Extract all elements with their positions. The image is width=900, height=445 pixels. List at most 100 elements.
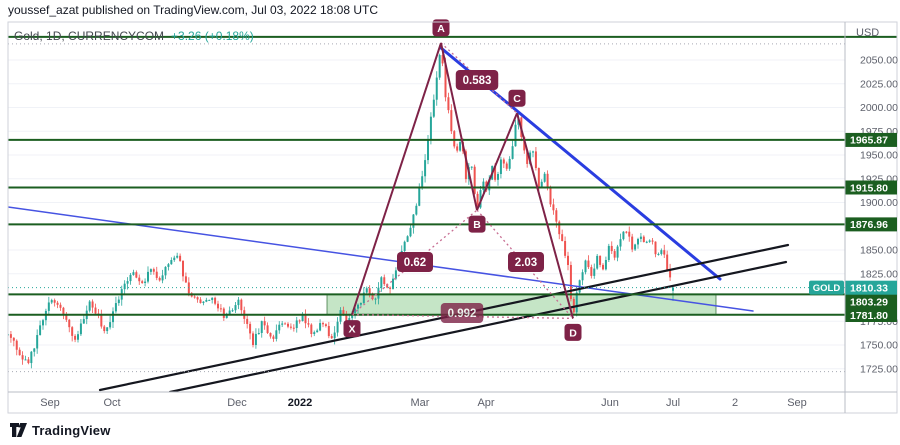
candle-body [642, 236, 645, 242]
candle-body [511, 146, 514, 159]
candle-body [53, 300, 56, 303]
candle-body [287, 323, 289, 327]
candle-body [240, 299, 243, 311]
candle-body [540, 181, 543, 188]
price-tick-label: 1825.00 [860, 268, 898, 280]
candle-body [50, 300, 53, 303]
xabcd-pattern[interactable]: 0.583 0.62 2.03 0.992 X A B C D [343, 19, 582, 341]
candle-body [100, 315, 103, 327]
candle-body [103, 326, 106, 332]
candle-body [622, 231, 625, 240]
pattern-ratio-label[interactable]: 0.583 [455, 70, 499, 90]
pattern-ratio-label[interactable]: 2.03 [508, 252, 544, 272]
candle-body [310, 324, 313, 335]
candle-body [322, 323, 324, 325]
time-tick-label: Mar [411, 397, 430, 409]
candle-body [56, 302, 59, 305]
candle-body [561, 234, 564, 241]
price-tick-label: 1900.00 [860, 197, 898, 209]
price-change: +3.26 (+0.18%) [171, 29, 254, 43]
candle-body [112, 311, 114, 323]
candle-body [333, 332, 336, 339]
candle-body [514, 124, 517, 147]
candle-body [295, 320, 298, 329]
candle-body [114, 303, 117, 312]
badge-text: 1781.80 [850, 310, 888, 322]
candle-body [176, 255, 179, 258]
candle-body [147, 271, 149, 282]
candle-body [237, 299, 240, 306]
symbol-legend[interactable]: Gold, 1D, CURRENCYCOM +3.26 (+0.18%) [14, 29, 254, 43]
badge-bg [845, 217, 897, 232]
candle-body [444, 63, 447, 98]
candle-body [71, 327, 74, 336]
point-badge [343, 320, 361, 338]
candle-body [637, 238, 639, 245]
ascending-support-lower[interactable] [168, 260, 788, 392]
candle-body [421, 176, 424, 189]
candle-body [123, 283, 126, 290]
symbol-tag-bg [809, 280, 844, 295]
time-tick-label: 2022 [288, 397, 312, 409]
price-level-badge: 1781.80 [845, 308, 897, 322]
candle-body [406, 236, 409, 242]
pattern-dashed-line[interactable] [476, 209, 574, 319]
candle-body [33, 348, 36, 352]
pattern-point-label[interactable]: D [564, 323, 582, 341]
pattern-ratio-label[interactable]: 0.992 [440, 303, 484, 323]
candle-body [36, 335, 39, 349]
tradingview-footer[interactable]: TradingView [10, 423, 111, 438]
candle-body [456, 146, 459, 151]
candle-body [193, 296, 196, 298]
candle-body [257, 332, 260, 334]
candle-body [319, 323, 322, 331]
candle-body [441, 55, 444, 64]
price-axis[interactable]: USD2050.002025.002000.001975.001950.0019… [809, 27, 898, 375]
tradingview-logo-icon[interactable] [10, 423, 27, 438]
candle-body [357, 304, 359, 309]
time-axis[interactable]: Sep Oct Dec 2022 Mar Apr Jun Jul 2 Sep [40, 397, 807, 409]
candle-body [289, 326, 292, 328]
candle-body [182, 260, 184, 277]
candle-body [409, 227, 412, 237]
pattern-ratio-label[interactable]: 0.62 [397, 252, 433, 272]
candle-body [324, 324, 327, 327]
pattern-point-label[interactable]: B [468, 215, 486, 233]
pattern-line[interactable] [476, 112, 518, 211]
candle-body [415, 205, 418, 215]
chart-pane[interactable] [7, 46, 845, 392]
candle-body [581, 272, 584, 281]
time-tick-label: Sep [787, 397, 807, 409]
candle-body [389, 287, 392, 289]
candle-body [68, 319, 71, 328]
candle-body [59, 304, 62, 308]
candle-body [158, 277, 161, 281]
pattern-point-label[interactable]: A [432, 19, 450, 37]
candle-body [284, 323, 287, 325]
candle-body [260, 321, 263, 333]
badge-text: 1810.33 [850, 282, 888, 294]
currency-label: USD [856, 27, 879, 39]
candle-body [616, 246, 619, 258]
point-badge [564, 323, 582, 341]
candle-body [567, 255, 569, 265]
pattern-line[interactable] [516, 112, 574, 319]
candle-body [132, 272, 135, 275]
pattern-point-label[interactable]: X [343, 320, 361, 338]
time-tick-label: Jun [601, 397, 619, 409]
candle-body [354, 308, 357, 314]
candle-body [12, 337, 15, 341]
point-text: D [569, 327, 577, 339]
symbol-title[interactable]: Gold, 1D, CURRENCYCOM [14, 29, 165, 43]
time-tick-label: Oct [103, 397, 120, 409]
pattern-line[interactable] [351, 42, 442, 315]
pattern-line[interactable] [440, 42, 478, 211]
candle-body [18, 349, 21, 356]
pattern-point-label[interactable]: C [508, 89, 526, 107]
candle-body [138, 277, 141, 282]
candle-body [179, 255, 182, 261]
candle-body [152, 269, 155, 272]
candle-body [27, 359, 30, 364]
